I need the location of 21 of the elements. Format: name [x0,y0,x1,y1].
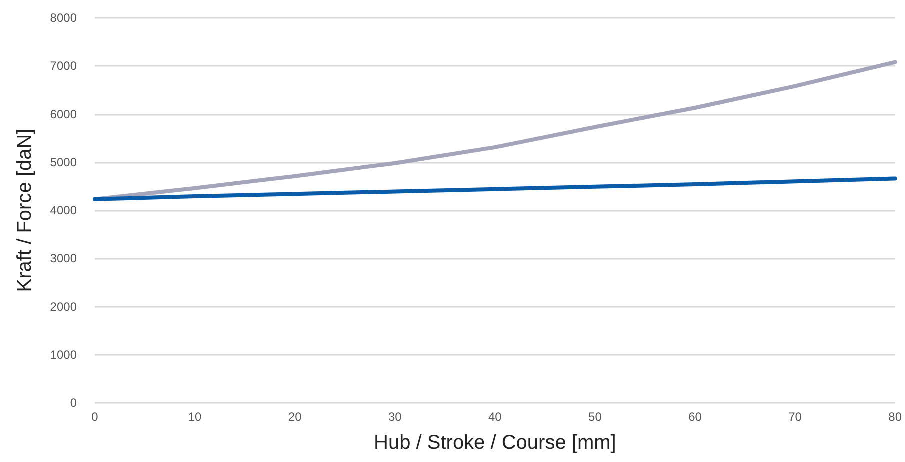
x-tick-label: 50 [588,410,602,424]
x-tick-label: 70 [788,410,802,424]
y-axis-title: Kraft / Force [daN] [14,128,36,292]
x-tick-label: 80 [888,410,902,424]
y-tick-label: 1000 [50,348,78,362]
y-tick-label: 8000 [50,11,78,25]
y-tick-label: 7000 [50,59,78,74]
x-tick-label: 60 [688,410,702,424]
x-tick-label: 20 [288,410,302,424]
y-tick-label: 6000 [50,107,78,122]
y-tick-label: 5000 [50,155,78,170]
y-tick-label: 4000 [50,204,78,218]
y-tick-label: 2000 [50,300,78,314]
x-tick-label: 0 [92,410,99,424]
x-tick-label: 30 [388,410,402,424]
x-tick-label: 10 [188,410,202,424]
line-series [93,176,898,202]
y-tick-label: 0 [70,396,78,410]
y-tick-label: 3000 [50,252,78,266]
x-axis-title: Hub / Stroke / Course [mm] [374,432,616,454]
x-tick-label: 40 [488,410,502,424]
